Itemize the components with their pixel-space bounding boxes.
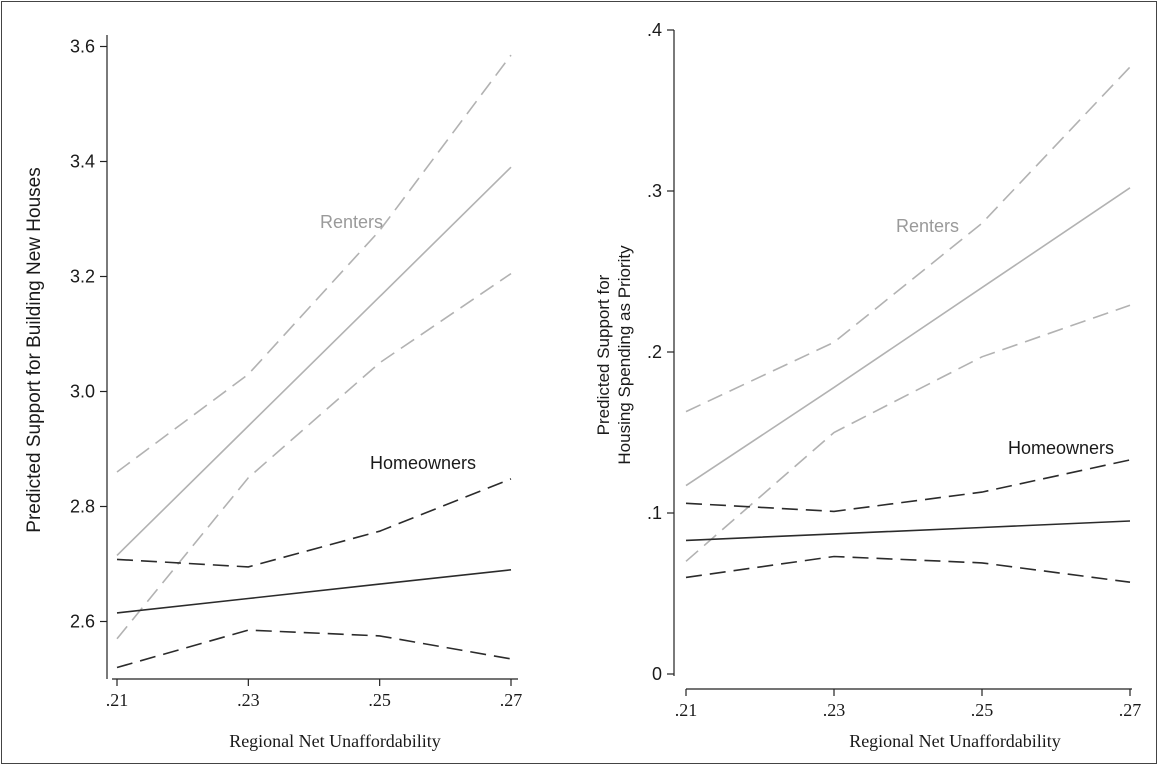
left-homeowners-estimate-line-3 <box>116 569 512 614</box>
right-y-tick-label: .3 <box>647 181 662 201</box>
left-y-tick-label: 3.4 <box>70 152 95 172</box>
left-y-tick-label: 2.6 <box>70 612 95 632</box>
right-homeowners-annotation: Homeowners <box>1008 438 1114 458</box>
left-x-tick-label: .25 <box>368 690 391 710</box>
left-x-ticks: .21 .23 .25 .27 <box>106 679 523 710</box>
left-x-tick-label: .27 <box>500 690 523 710</box>
right-x-axis-label: Regional Net Unaffordability <box>849 731 1061 751</box>
left-renters-annotation: Renters <box>320 212 383 232</box>
left-homeowners-ci-line-4 <box>116 478 512 568</box>
right-renters-ci-line-1 <box>685 66 1131 413</box>
right-x-tick-label: .25 <box>971 700 994 720</box>
left-y-tick-label: 2.8 <box>70 497 95 517</box>
left-y-tick-label: 3.2 <box>70 267 95 287</box>
right-y-tick-label: .4 <box>647 20 662 40</box>
left-renters-ci-line-2 <box>116 272 512 640</box>
right-y-tick-label: .2 <box>647 342 662 362</box>
left-chart-panel: 2.6 2.8 3.0 3.2 3.4 3.6 .21 .23 .25 .27 Regional… <box>24 35 522 751</box>
left-y-tick-label: 3.0 <box>70 382 95 402</box>
right-homeowners-ci-line-5 <box>685 555 1131 583</box>
left-x-axis-label: Regional Net Unaffordability <box>229 731 441 751</box>
right-x-ticks: .21 .23 .25 .27 <box>675 689 1142 720</box>
right-renters-estimate-line-0 <box>685 187 1131 487</box>
right-y-tick-label: 0 <box>652 664 662 684</box>
right-y-ticks: 0 .1 .2 .3 .4 <box>647 20 674 684</box>
left-renters-ci-line-1 <box>116 54 512 473</box>
left-y-ticks: 2.6 2.8 3.0 3.2 3.4 3.6 <box>70 37 107 632</box>
right-chart-lines <box>685 66 1131 583</box>
right-x-tick-label: .23 <box>823 700 846 720</box>
left-y-axis-label: Predicted Support for Building New House… <box>24 167 45 532</box>
right-x-tick-label: .27 <box>1119 700 1142 720</box>
right-y-tick-label: .1 <box>647 503 662 523</box>
right-x-tick-label: .21 <box>675 700 698 720</box>
right-chart-panel: 0 .1 .2 .3 .4 .21 .23 .25 .27 Regional Net Unaf… <box>594 20 1141 751</box>
left-y-tick-label: 3.6 <box>70 37 95 57</box>
right-homeowners-ci-line-4 <box>685 459 1131 513</box>
right-homeowners-estimate-line-3 <box>685 520 1131 542</box>
left-homeowners-ci-line-5 <box>116 629 512 669</box>
left-x-tick-label: .21 <box>106 690 129 710</box>
right-renters-ci-line-2 <box>685 304 1131 562</box>
right-renters-annotation: Renters <box>896 216 959 236</box>
left-homeowners-annotation: Homeowners <box>370 453 476 473</box>
left-renters-estimate-line-0 <box>116 166 512 556</box>
left-x-tick-label: .23 <box>237 690 260 710</box>
left-chart-lines <box>116 54 512 669</box>
right-y-axis-label-line-1: Predicted Support for <box>594 274 613 435</box>
right-y-axis-label-line-2: Housing Spending as Priority <box>615 245 634 465</box>
